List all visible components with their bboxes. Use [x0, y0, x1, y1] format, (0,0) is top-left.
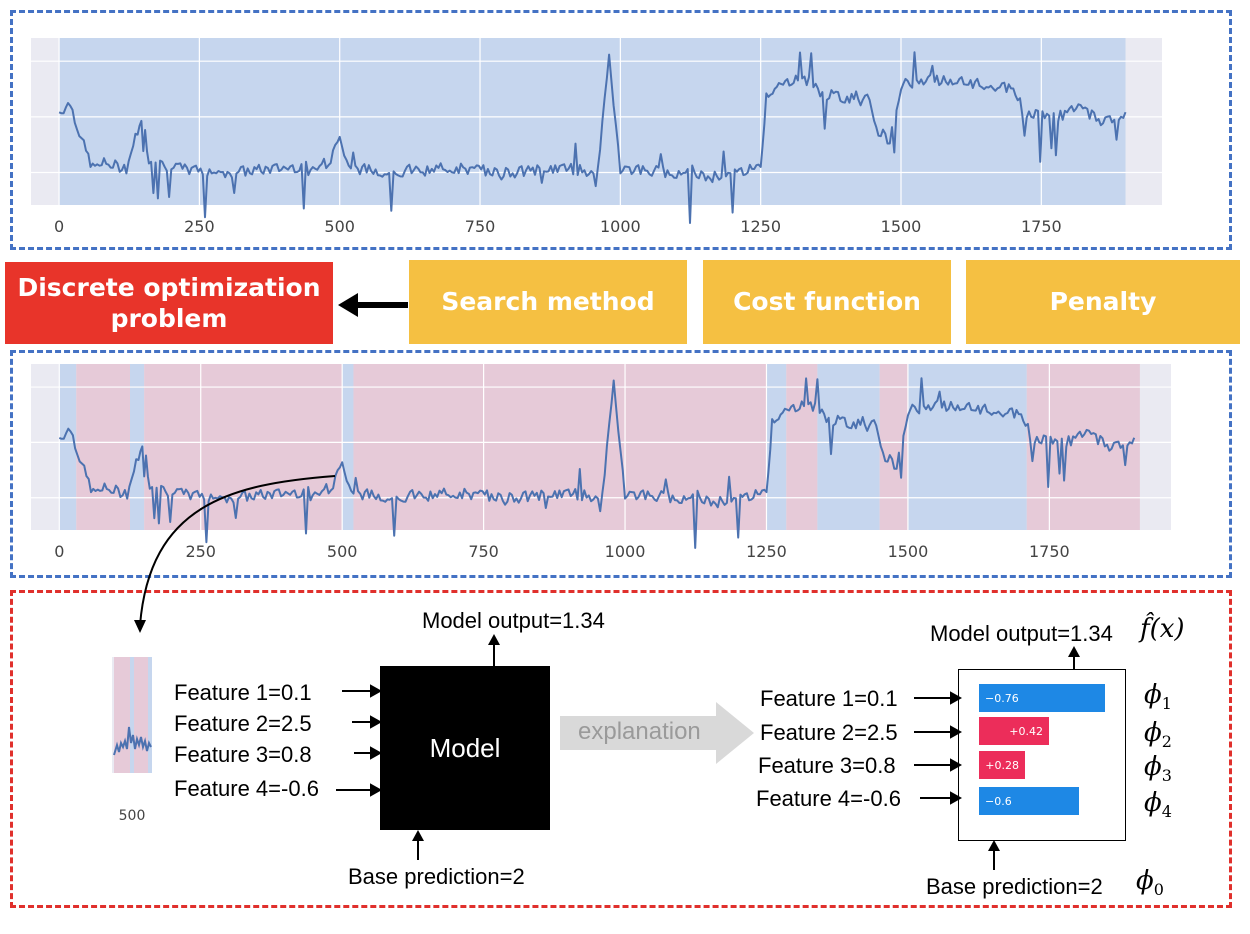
shap-bar-2: +0.42: [979, 717, 1049, 745]
x-tick-label-1500: 1500: [887, 542, 929, 561]
phi-2-symbol: ϕ: [1144, 718, 1162, 748]
x-tick-label-0: 0: [54, 542, 65, 561]
search-method-box: Search method: [409, 260, 687, 344]
segment-region-2: [130, 364, 145, 530]
shap-bar-1: −0.76: [979, 684, 1105, 712]
explanation-arrow-icon: [560, 702, 754, 764]
phi-3-sub: 3: [1161, 766, 1172, 786]
segment-region-4: [342, 364, 354, 530]
model-input-arrows-icon: [336, 684, 382, 797]
problem-line-2: problem: [110, 304, 228, 333]
left-arrow-icon: [338, 293, 408, 317]
phi-2-sub: 2: [1161, 732, 1172, 752]
penalty-box: Penalty: [966, 260, 1240, 344]
x-tick-label-0: 0: [53, 217, 65, 236]
phi-1-sub: 1: [1161, 694, 1172, 714]
model-feature-4: Feature 4=-0.6: [174, 776, 319, 801]
series-line-0: [58, 51, 1127, 224]
problem-line-1: Discrete optimization: [17, 272, 321, 302]
shap-feature-3: Feature 3=0.8: [758, 753, 896, 778]
shap-feature-2: Feature 2=2.5: [760, 720, 898, 745]
phi-2: ϕ2: [1144, 718, 1172, 751]
phi-0: ϕ0: [1136, 866, 1164, 899]
model-output-label: Model output=1.34: [422, 608, 605, 633]
segment-region-7: [786, 364, 818, 530]
x-tick-label-1250: 1250: [740, 217, 782, 236]
model-output-arrow-icon: [488, 634, 500, 666]
x-tick-label-1750: 1750: [1029, 542, 1070, 561]
x-tick-label-1500: 1500: [880, 217, 922, 236]
cost-function-label: Cost function: [733, 287, 921, 317]
shap-bar-3: +0.28: [979, 751, 1025, 779]
shap-base-arrow-icon: [988, 840, 1000, 870]
segment-region-3: [144, 364, 343, 530]
phi-0-sub: 0: [1153, 880, 1164, 900]
model-feature-3: Feature 3=0.8: [174, 742, 312, 767]
model-label: Model: [429, 732, 501, 763]
phi-4-sub: 4: [1161, 802, 1172, 822]
explanation-output-label: Model output=1.34: [930, 621, 1113, 646]
shap-input-arrows-icon: [914, 691, 962, 805]
phi-1-symbol: ϕ: [1144, 680, 1162, 710]
discrete-optimization-box: Discrete optimization problem: [5, 262, 333, 344]
shap-feature-4: Feature 4=-0.6: [756, 786, 901, 811]
x-tick-label-250: 250: [185, 542, 216, 561]
shap-feature-1: Feature 1=0.1: [760, 686, 898, 711]
model-base-prediction: Base prediction=2: [348, 864, 525, 889]
penalty-label: Penalty: [1049, 287, 1157, 317]
model-feature-2: Feature 2=2.5: [174, 711, 312, 736]
phi-3: ϕ3: [1144, 752, 1172, 785]
fhat-symbol: f̂(x): [1140, 614, 1185, 644]
shap-base-prediction: Base prediction=2: [926, 874, 1103, 899]
segment-region-1: [76, 364, 131, 530]
segmented-chart-frame: [10, 350, 1232, 578]
shap-output-arrow-icon: [1068, 646, 1080, 670]
phi-4-symbol: ϕ: [1144, 788, 1162, 818]
x-tick-label-750: 750: [464, 217, 496, 236]
search-method-label: Search method: [441, 287, 655, 317]
snippet-tick: 500: [118, 808, 146, 824]
x-tick-label-250: 250: [184, 217, 215, 236]
explanation-frame: [10, 590, 1232, 908]
model-box: Model: [380, 666, 550, 830]
phi-3-symbol: ϕ: [1144, 752, 1162, 782]
top-chart: [31, 38, 1162, 224]
model-feature-1: Feature 1=0.1: [174, 680, 312, 705]
phi-0-symbol: ϕ: [1136, 866, 1154, 896]
top-chart-frame: [10, 10, 1232, 250]
segment-snippet: [112, 657, 152, 773]
segment-region-10: [907, 364, 1027, 530]
x-tick-label-1000: 1000: [604, 542, 646, 561]
shap-bar-4: −0.6: [979, 787, 1079, 815]
base-prediction-arrow-icon: [412, 830, 424, 860]
series-line-0: [58, 377, 1136, 549]
phi-4: ϕ4: [1144, 788, 1172, 821]
x-tick-label-500: 500: [324, 217, 355, 236]
explanation-arrow-label: explanation: [578, 718, 701, 745]
phi-1: ϕ1: [1144, 680, 1172, 713]
segment-region-0: [59, 364, 77, 530]
x-tick-label-750: 750: [468, 542, 499, 561]
segment-region-6: [766, 364, 787, 530]
x-tick-label-1750: 1750: [1020, 217, 1062, 236]
x-tick-label-1000: 1000: [599, 217, 641, 236]
x-tick-label-1250: 1250: [746, 542, 787, 561]
x-tick-label-500: 500: [326, 542, 358, 561]
segment-region-8: [817, 364, 880, 530]
cost-function-box: Cost function: [703, 260, 951, 344]
